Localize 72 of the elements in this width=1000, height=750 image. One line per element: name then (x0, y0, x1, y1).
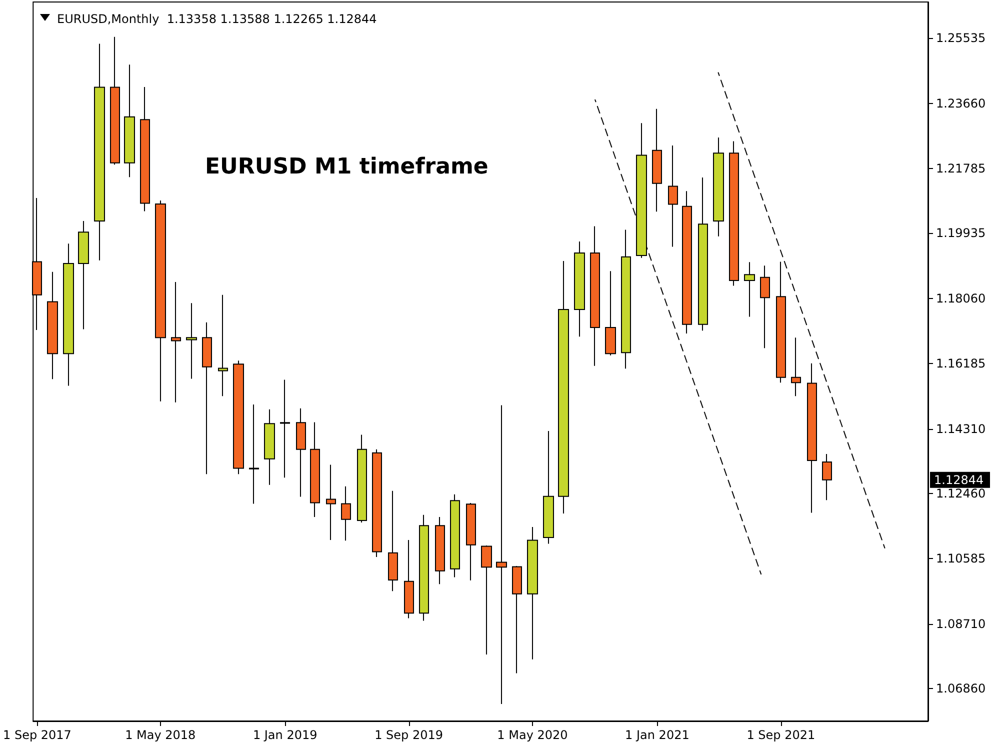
candlestick (543, 430, 554, 544)
candlestick (668, 144, 678, 248)
candlestick (404, 539, 414, 619)
candlestick (574, 241, 585, 338)
candlestick (807, 362, 817, 514)
candlestick (466, 502, 476, 581)
y-tick-label: 1.16185 (936, 356, 986, 371)
candlestick (372, 448, 382, 558)
candlestick (744, 262, 755, 318)
y-tick-label: 1.18060 (936, 291, 986, 306)
y-tick-label: 1.08710 (936, 616, 986, 631)
candlestick (47, 271, 58, 380)
x-tick-label: 1 Jan 2019 (252, 728, 318, 742)
y-tick-label: 1.14310 (936, 422, 986, 436)
candlestick (310, 422, 320, 518)
candlestick (202, 322, 212, 475)
candlestick (94, 43, 105, 261)
annotation: EURUSD M1 timeframe (205, 154, 488, 180)
candlestick (124, 64, 135, 178)
candlestick (621, 229, 631, 370)
candlestick (341, 486, 351, 542)
text: EURUSD,Monthly 1.13358 1.13588 1.12265 1.12844 (57, 12, 377, 26)
candlestick (822, 454, 832, 501)
y-tick-label: 1.06860 (936, 681, 986, 696)
x-tick-label: 1 Sep 2021 (746, 728, 816, 742)
candlestick (233, 360, 244, 475)
x-tick-label: 1 Jan 2021 (625, 728, 690, 742)
x-tick-label: 1 Sep 2017 (3, 728, 72, 742)
candlestick (605, 270, 616, 356)
candlestick (419, 514, 429, 622)
candlestick (264, 408, 275, 486)
candlestick (450, 494, 460, 578)
candlestick (280, 379, 290, 478)
candlestick (481, 545, 492, 655)
candlestick (326, 464, 336, 540)
candlestick (78, 220, 89, 330)
candlestick (590, 226, 600, 366)
candlestick (636, 122, 647, 258)
candlestick (713, 136, 724, 237)
candlestick (388, 490, 398, 592)
candlestick (558, 260, 569, 514)
candlestick (110, 36, 120, 166)
candlestick (791, 337, 801, 397)
y-tick-label: 1.23660 (936, 96, 986, 110)
candlestick (512, 566, 522, 674)
candlestick (435, 516, 445, 585)
x-tick-label: 1 May 2020 (497, 728, 568, 742)
candlestick (527, 526, 538, 660)
candlestick (63, 243, 74, 386)
candlestick (140, 86, 150, 212)
candlestick (249, 404, 259, 504)
candlestick (698, 176, 708, 332)
x-tick-label: 1 May 2018 (125, 728, 196, 742)
y-tick-label: 1.19935 (936, 226, 986, 240)
candlestick (682, 190, 692, 334)
candlestick (652, 108, 662, 212)
y-tick-label: 1.25535 (936, 31, 986, 46)
candlestick (729, 140, 739, 286)
y-tick-label: 1.12460 (936, 486, 986, 500)
candlestick (155, 200, 166, 402)
candlestick (218, 294, 228, 397)
candlestick (171, 281, 181, 403)
candlestick (186, 302, 197, 380)
y-tick-label: 1.21785 (936, 162, 986, 176)
candlestick (496, 404, 507, 704)
y-tick-label: 1.10585 (936, 552, 986, 566)
candlestick (296, 408, 306, 498)
text: 1.12844 (934, 472, 984, 487)
candlestick (357, 434, 367, 524)
x-tick-label: 1 Sep 2019 (374, 728, 444, 742)
candlestick (776, 261, 786, 384)
candlestick (760, 265, 770, 349)
